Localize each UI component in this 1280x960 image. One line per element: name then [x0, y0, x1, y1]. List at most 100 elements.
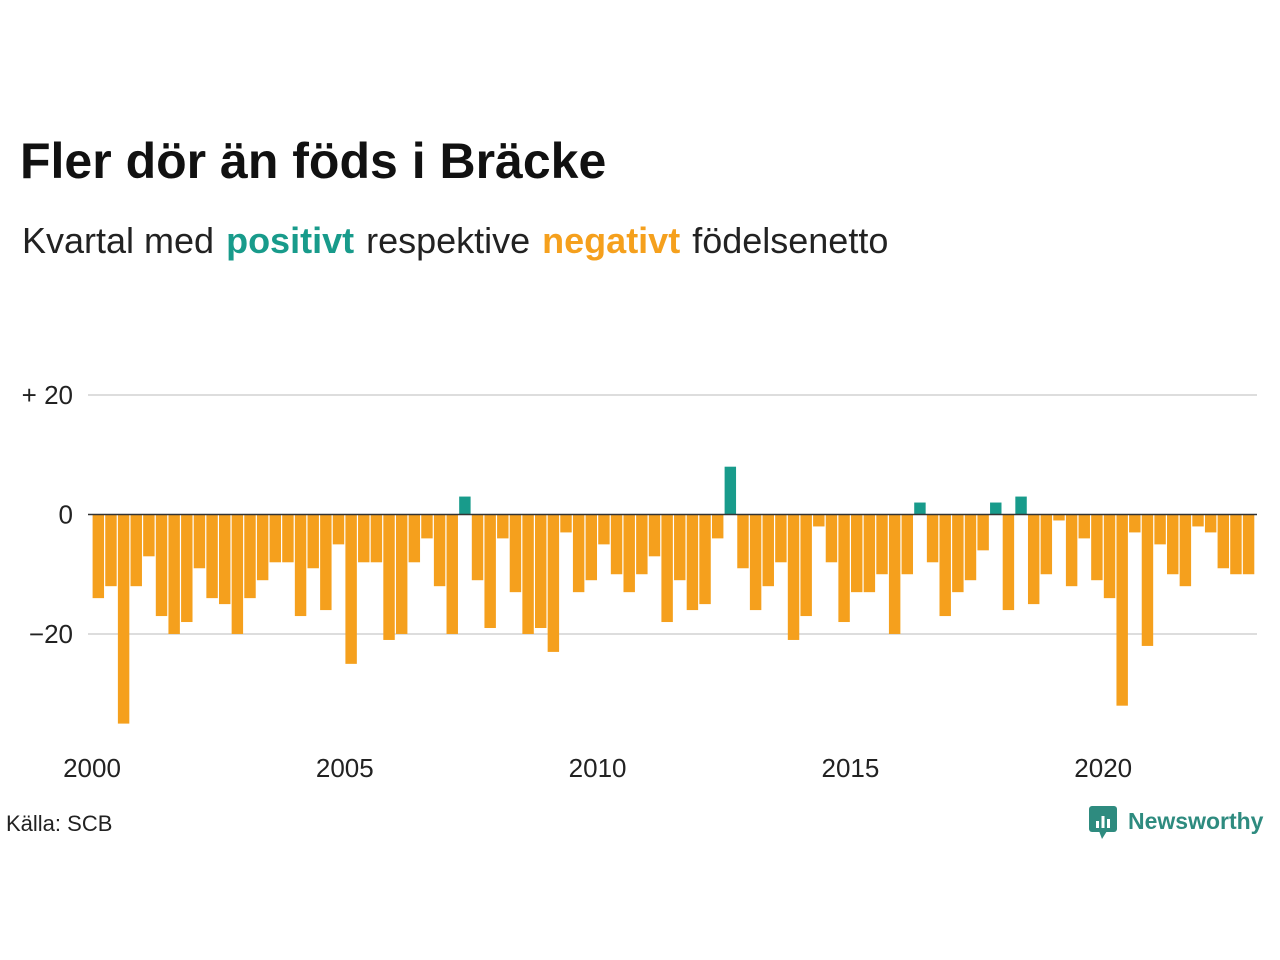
bar-negative: [888, 514, 901, 634]
bar-negative: [547, 514, 560, 652]
bar-negative: [787, 514, 800, 640]
bar-negative: [358, 514, 370, 563]
bar-negative: [497, 514, 509, 539]
bar-negative: [623, 514, 635, 593]
newsworthy-logo: Newsworthy: [1089, 806, 1269, 840]
subtitle-text-before: Kvartal med: [22, 220, 215, 261]
bar-negative: [395, 514, 408, 634]
bar-negative: [383, 514, 395, 640]
bar-positive: [459, 496, 471, 515]
bar-negative: [345, 514, 357, 664]
bar-negative: [939, 514, 951, 617]
bar-negative: [1230, 514, 1242, 575]
bar-negative: [181, 514, 193, 623]
bar-negative: [244, 514, 256, 599]
newsworthy-logo-icon: [1089, 806, 1117, 839]
bar-negative: [598, 514, 610, 545]
bar-positive: [914, 502, 926, 515]
bar-negative: [219, 514, 231, 605]
bar-negative: [1116, 514, 1128, 706]
bar-negative: [977, 514, 989, 551]
bar-negative: [610, 514, 623, 575]
subtitle-text-after: födelsenetto: [692, 220, 889, 261]
bar-negative: [825, 514, 838, 563]
subtitle-text-middle: respektive: [366, 220, 531, 261]
bar-negative: [332, 514, 345, 545]
bar-negative: [535, 514, 547, 629]
bar-negative: [572, 514, 585, 593]
bar-negative: [749, 514, 762, 611]
bar-positive: [990, 502, 1002, 515]
chart-title: Fler dör än föds i Bräcke: [20, 133, 607, 189]
source-note: Källa: SCB: [6, 811, 113, 836]
bar-negative: [851, 514, 863, 593]
bar-negative: [1141, 514, 1154, 646]
bar-negative: [775, 514, 787, 563]
bar-negative: [1242, 514, 1255, 575]
bar-positive: [724, 466, 737, 515]
bar-negative: [408, 514, 421, 563]
bar-negative: [471, 514, 484, 581]
bar-negative: [269, 514, 282, 563]
brand-name: Newsworthy: [1128, 808, 1264, 834]
bar-negative: [800, 514, 812, 617]
x-tick-label: 2000: [63, 753, 121, 783]
bar-negative: [813, 514, 825, 527]
x-axis: 2000 2005 2010 2015 2020: [63, 753, 1132, 783]
bar-negative: [560, 514, 572, 533]
bar-negative: [901, 514, 914, 575]
y-axis: + 20 0 −20: [22, 380, 73, 649]
bar-negative: [838, 514, 850, 623]
bar-negative: [661, 514, 673, 623]
bar-negative: [636, 514, 648, 575]
bar-negative: [1053, 514, 1065, 521]
bar-negative: [193, 514, 206, 569]
bar-negative: [117, 514, 130, 724]
bar-negative: [433, 514, 446, 587]
bar-negative: [1204, 514, 1217, 533]
y-tick-label: + 20: [22, 380, 73, 410]
bar-negative: [522, 514, 534, 634]
bar-negative: [206, 514, 218, 599]
bar-negative: [256, 514, 269, 581]
subtitle-negative-label: negativt: [542, 220, 681, 261]
bar-negative: [711, 514, 724, 539]
bar-negative: [130, 514, 142, 587]
bar-negative: [952, 514, 964, 593]
bar-negative: [1065, 514, 1078, 587]
bar-negative: [446, 514, 458, 634]
x-tick-label: 2020: [1074, 753, 1132, 783]
bar-negative: [1179, 514, 1192, 587]
gridlines: [88, 394, 1257, 635]
bar-negative: [674, 514, 686, 581]
bar-negative: [1040, 514, 1053, 575]
bar-negative: [143, 514, 155, 557]
bars: [92, 466, 1255, 724]
bar-negative: [1129, 514, 1141, 533]
bar-negative: [105, 514, 117, 587]
bar-negative: [863, 514, 876, 593]
bar-negative: [699, 514, 711, 605]
bar-negative: [421, 514, 433, 539]
bar-positive: [1015, 496, 1027, 515]
bar-negative: [737, 514, 749, 569]
bar-negative: [648, 514, 661, 557]
bar-negative: [926, 514, 939, 563]
bar-negative: [1078, 514, 1090, 539]
bar-negative: [686, 514, 699, 611]
subtitle-positive-label: positivt: [226, 220, 355, 261]
bar-negative: [1002, 514, 1015, 611]
bar-negative: [92, 514, 105, 599]
chart-subtitle: Kvartal med positivt respektive negativt…: [22, 223, 888, 259]
x-tick-label: 2005: [316, 753, 374, 783]
x-tick-label: 2015: [821, 753, 879, 783]
bar-negative: [1167, 514, 1179, 575]
bar-negative: [585, 514, 598, 581]
bar-negative: [231, 514, 244, 634]
bar-negative: [1192, 514, 1204, 527]
bar-negative: [307, 514, 319, 569]
bar-negative: [1154, 514, 1166, 545]
y-tick-label: 0: [59, 499, 73, 529]
x-tick-label: 2010: [569, 753, 627, 783]
